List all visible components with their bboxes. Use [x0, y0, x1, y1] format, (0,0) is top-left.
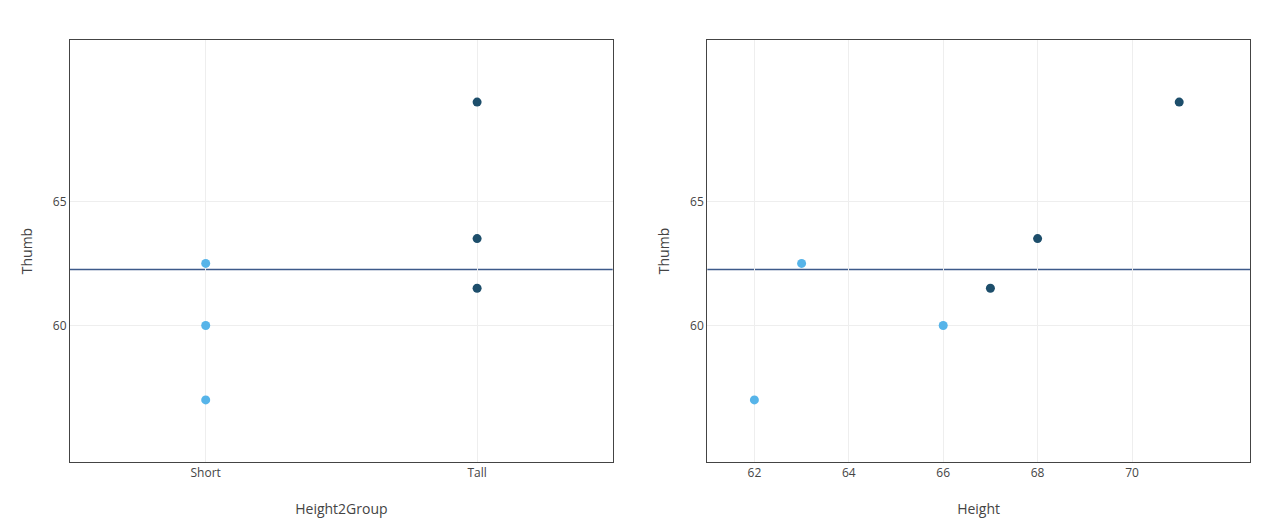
svg-text:Short: Short — [191, 464, 221, 481]
svg-text:62: 62 — [748, 464, 762, 481]
svg-text:60: 60 — [690, 317, 704, 334]
svg-text:60: 60 — [53, 317, 67, 334]
svg-text:66: 66 — [936, 464, 950, 481]
svg-text:Height: Height — [957, 499, 1000, 518]
svg-text:65: 65 — [690, 193, 704, 210]
svg-text:64: 64 — [842, 464, 856, 481]
svg-text:65: 65 — [53, 193, 67, 210]
svg-text:Height2Group: Height2Group — [295, 499, 387, 518]
svg-text:70: 70 — [1125, 464, 1139, 481]
svg-text:Thumb: Thumb — [17, 228, 36, 274]
svg-text:68: 68 — [1031, 464, 1045, 481]
svg-text:Thumb: Thumb — [654, 228, 673, 274]
svg-text:Tall: Tall — [467, 464, 486, 481]
